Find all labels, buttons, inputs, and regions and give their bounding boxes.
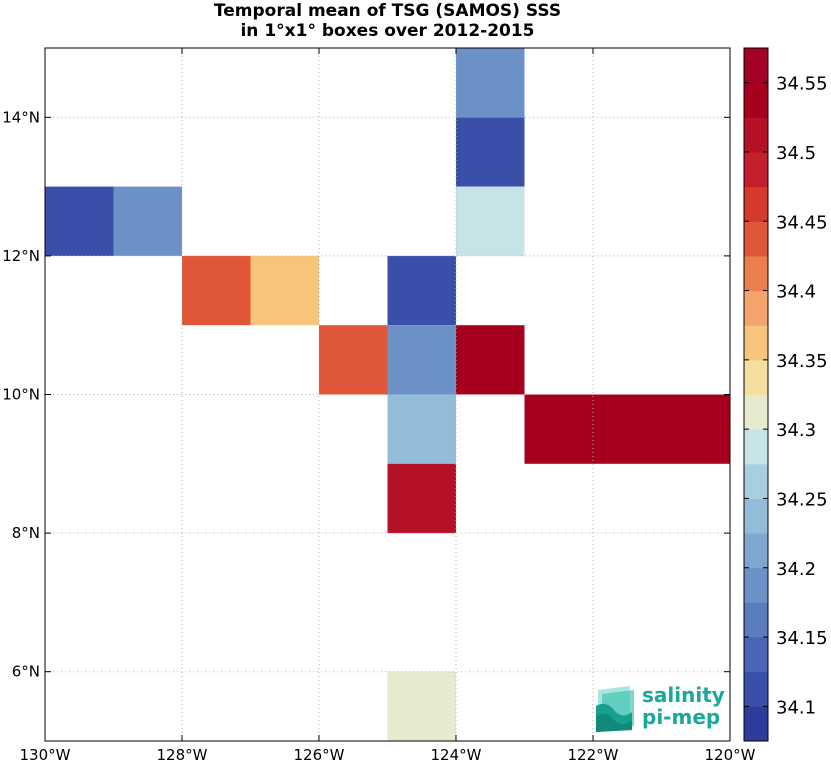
y-tick-label-2: 10°N — [2, 386, 40, 404]
logo-text-line-1: salinity — [642, 683, 725, 707]
colorbar-bin-5 — [744, 533, 768, 569]
y-tick-label-3: 12°N — [2, 247, 40, 265]
heatmap-cell-1 — [456, 117, 525, 187]
colorbar-bin-19 — [744, 48, 768, 84]
colorbar-bin-9 — [744, 394, 768, 430]
x-tick-label-0: 130°W — [20, 746, 71, 763]
salinity-pi-mep-logo: salinity pi-mep — [596, 683, 725, 732]
colorbar-frame — [743, 47, 769, 742]
colorbar-tick-label-5: 34.35 — [776, 351, 828, 372]
colorbar-bin-10 — [744, 359, 768, 395]
y-tick-label-1: 8°N — [12, 524, 40, 542]
colorbar-tick-label-3: 34.25 — [776, 489, 828, 510]
x-tick-label-1: 128°W — [157, 746, 208, 763]
logo-text-line-2: pi-mep — [642, 705, 720, 729]
heatmap-cell-10 — [456, 325, 525, 395]
chart-title-line-2: in 1°x1° boxes over 2012-2015 — [240, 21, 535, 41]
heatmap-cell-13 — [387, 463, 456, 534]
colorbar-bin-0 — [744, 706, 768, 742]
colorbar-tick-label-2: 34.2 — [776, 559, 816, 580]
colorbar-bin-2 — [744, 637, 768, 673]
heatmap-cell-7 — [387, 255, 456, 326]
logo-mark-icon — [596, 686, 634, 732]
heatmap-cell-8 — [319, 325, 388, 395]
x-tick-label-4: 122°W — [568, 746, 619, 763]
heatmap-cell-6 — [250, 255, 319, 326]
colorbar-bin-6 — [744, 498, 768, 534]
colorbar-bin-13 — [744, 255, 768, 292]
y-tick-label-4: 14°N — [2, 108, 40, 126]
colorbar-bin-16 — [744, 151, 768, 188]
colorbar-bin-1 — [744, 671, 768, 707]
colorbar-bin-12 — [744, 290, 768, 326]
colorbar-tick-label-6: 34.4 — [776, 282, 816, 303]
colorbar-tick-label-7: 34.45 — [776, 212, 828, 233]
heatmap-cell-9 — [387, 325, 456, 395]
colorbar-bin-11 — [744, 325, 768, 361]
colorbar-tick-label-4: 34.3 — [776, 420, 816, 441]
heatmap-cell-3 — [45, 186, 114, 256]
colorbar: 34.1 34.15 34.2 34.25 34.3 34.35 34.4 34.45 34.5… — [743, 47, 828, 742]
colorbar-tick-label-8: 34.5 — [776, 143, 816, 164]
heatmap-cell-2 — [456, 186, 525, 256]
colorbar-bin-15 — [744, 186, 768, 222]
heatmap-cell-4 — [113, 186, 182, 256]
chart-title-line-1: Temporal mean of TSG (SAMOS) SSS — [213, 1, 562, 21]
colorbar-bin-4 — [744, 567, 768, 603]
colorbar-bin-14 — [744, 221, 768, 257]
colorbar-bin-3 — [744, 602, 768, 638]
heatmap-cells — [45, 48, 730, 741]
y-tick-label-0: 6°N — [12, 663, 40, 681]
x-tick-label-2: 126°W — [294, 746, 345, 763]
heatmap-cell-12 — [524, 394, 730, 464]
x-tick-label-5: 120°W — [705, 746, 756, 763]
axis-ticks: 130°W 128°W 126°W 124°W 122°W 120°W 6°N 8°N 10°N… — [2, 48, 756, 763]
heatmap-cell-14 — [387, 671, 456, 741]
colorbar-bin-17 — [744, 117, 768, 153]
heatmap-cell-5 — [182, 255, 251, 326]
colorbar-tick-label-0: 34.1 — [776, 697, 816, 718]
heatmap-cell-11 — [387, 394, 456, 464]
colorbar-tick-label-1: 34.15 — [776, 628, 828, 649]
colorbar-bin-8 — [744, 429, 768, 465]
x-tick-label-3: 124°W — [431, 746, 482, 763]
heatmap-cell-0 — [456, 48, 525, 118]
colorbar-bin-7 — [744, 463, 768, 499]
colorbar-tick-label-9: 34.55 — [776, 74, 828, 95]
colorbar-bin-18 — [744, 82, 768, 118]
